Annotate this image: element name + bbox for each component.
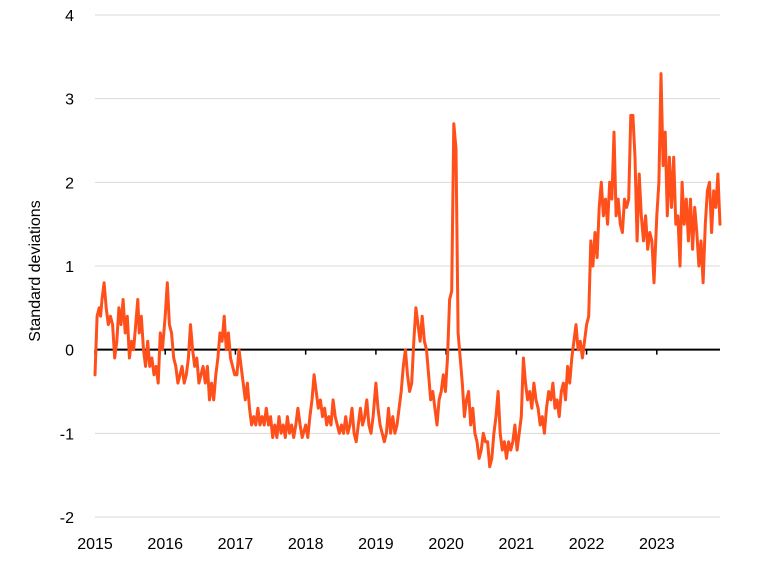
y-tick-label: -1 — [60, 426, 74, 443]
x-tick-label: 2017 — [218, 536, 254, 553]
x-tick-label: 2019 — [358, 536, 394, 553]
series-layer — [93, 72, 722, 469]
x-tick-label: 2016 — [147, 536, 183, 553]
x-tick-label: 2023 — [639, 536, 675, 553]
x-tick-label: 2015 — [77, 536, 113, 553]
y-tick-label: 2 — [65, 175, 74, 192]
series-line — [93, 72, 722, 469]
zero-axis — [94, 348, 720, 355]
x-tick-label: 2018 — [288, 536, 324, 553]
x-tick-label: 2022 — [569, 536, 605, 553]
x-tick-label: 2020 — [428, 536, 464, 553]
y-tick-label: 4 — [65, 8, 74, 25]
y-tick-label: -2 — [60, 510, 74, 527]
grid-lines — [95, 14, 720, 518]
y-axis-tick-labels: 4 3 2 1 0 -1 -2 — [60, 8, 74, 527]
y-axis-title: Standard deviations — [27, 200, 44, 341]
y-tick-label: 0 — [65, 343, 74, 360]
y-tick-label: 1 — [65, 259, 74, 276]
y-tick-label: 3 — [65, 92, 74, 109]
x-tick-label: 2021 — [499, 536, 535, 553]
x-axis-tick-labels: 2015 2016 2017 2018 2019 2020 2021 2022 2023 — [77, 536, 674, 553]
